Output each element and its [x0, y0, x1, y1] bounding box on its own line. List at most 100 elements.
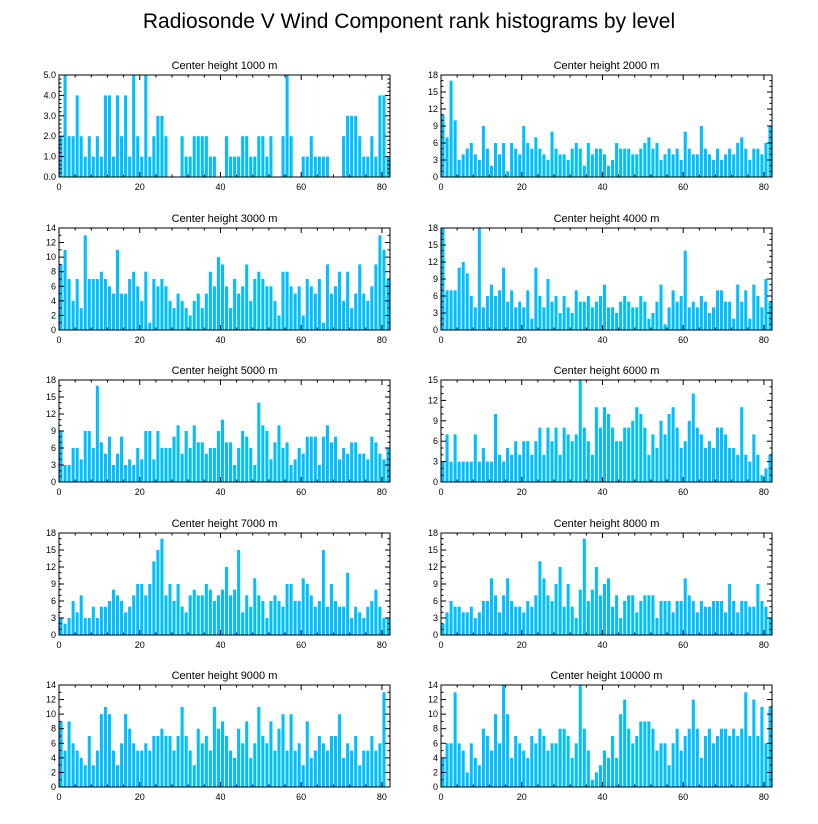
histogram-bar	[241, 136, 245, 177]
histogram-bar	[366, 300, 370, 330]
histogram-bar	[615, 313, 619, 330]
histogram-bar	[530, 148, 534, 177]
histogram-bar	[550, 743, 554, 787]
histogram-bar	[623, 601, 627, 635]
histogram-bar	[651, 148, 655, 177]
histogram-bar	[473, 307, 477, 330]
histogram-bar	[445, 137, 449, 177]
histogram-bar	[611, 307, 615, 330]
histogram-bar	[518, 154, 522, 177]
y-tick-label: 8	[51, 724, 56, 734]
x-tick-label: 0	[56, 335, 61, 345]
histogram-bar	[293, 750, 297, 787]
histogram-bar	[358, 765, 362, 787]
histogram-bar	[707, 606, 711, 635]
histogram-bar	[489, 284, 493, 330]
histogram-bar	[594, 407, 598, 482]
histogram-bar	[469, 296, 473, 330]
histogram-bar	[366, 606, 370, 635]
histogram-bar	[329, 442, 333, 482]
histogram-bar	[212, 448, 216, 482]
histogram-bar	[297, 601, 301, 635]
histogram-bar	[768, 126, 772, 177]
histogram-bar	[449, 601, 453, 635]
histogram-bar	[144, 743, 148, 787]
histogram-bar	[95, 136, 99, 177]
histogram-bar	[695, 728, 699, 787]
histogram-bar	[538, 427, 542, 482]
y-tick-label: 12	[46, 562, 56, 572]
histogram-bar	[265, 618, 269, 635]
histogram-bar	[233, 465, 237, 482]
histogram-bar	[518, 743, 522, 787]
histogram-bar	[651, 313, 655, 330]
histogram-bar	[566, 160, 570, 177]
y-tick-label: 3	[433, 155, 438, 165]
histogram-bar	[611, 606, 615, 635]
histogram-bar	[329, 584, 333, 635]
histogram-bar	[740, 137, 744, 177]
histogram-bar	[679, 296, 683, 330]
histogram-bar	[623, 699, 627, 787]
histogram-bar	[538, 561, 542, 635]
histogram-bar	[760, 706, 764, 787]
y-tick-label: 12	[46, 695, 56, 705]
histogram-bar	[71, 136, 75, 177]
histogram-bar	[241, 286, 245, 330]
histogram-bar	[220, 264, 224, 330]
histogram-panel: Center height 2000 m 0 20 40 60 80 0 3 6 9 12 15 18	[428, 60, 773, 192]
histogram-bar	[220, 589, 224, 635]
histogram-bar	[212, 286, 216, 330]
histogram-bar	[140, 750, 144, 787]
y-tick-label: 8	[433, 724, 438, 734]
histogram-bar	[578, 148, 582, 177]
y-tick-label: 0	[51, 325, 56, 335]
histogram-bar	[329, 736, 333, 787]
histogram-bar	[498, 454, 502, 482]
histogram-bar	[566, 307, 570, 330]
histogram-bar	[366, 156, 370, 177]
histogram-bar	[562, 606, 566, 635]
histogram-bar	[643, 301, 647, 330]
histogram-bar	[116, 595, 120, 635]
histogram-bar	[87, 136, 91, 177]
histogram-bar	[168, 300, 172, 330]
x-tick-label: 20	[135, 487, 145, 497]
y-tick-label: 4.0	[43, 90, 56, 100]
histogram-bar	[530, 318, 534, 330]
histogram-bar	[562, 154, 566, 177]
histogram-bar	[192, 136, 196, 177]
histogram-bar	[128, 459, 132, 482]
histogram-bar	[582, 165, 586, 177]
histogram-bar	[107, 95, 111, 177]
histogram-bar	[675, 301, 679, 330]
histogram-bar	[752, 434, 756, 482]
histogram-bar	[212, 156, 216, 177]
y-tick-label: 18	[46, 528, 56, 538]
y-tick-label: 4	[51, 753, 56, 763]
histogram-bar	[216, 595, 220, 635]
histogram-bar	[578, 301, 582, 330]
histogram-bar	[582, 728, 586, 787]
histogram-bar	[79, 757, 83, 787]
histogram-bar	[655, 750, 659, 787]
histogram-bar	[91, 279, 95, 330]
histogram-bar	[285, 75, 289, 177]
histogram-bar	[192, 765, 196, 787]
histogram-bar	[498, 290, 502, 330]
histogram-bar	[164, 595, 168, 635]
histogram-bar	[602, 750, 606, 787]
histogram-bar	[639, 148, 643, 177]
x-tick-label: 40	[597, 792, 607, 802]
histogram-bar	[578, 380, 582, 482]
histogram-bar	[534, 595, 538, 635]
histogram-bar	[152, 736, 156, 787]
histogram-bar	[204, 453, 208, 482]
histogram-bar	[550, 441, 554, 482]
histogram-bar	[615, 441, 619, 482]
y-tick-label: 0	[51, 477, 56, 487]
histogram-bar	[663, 434, 667, 482]
histogram-bar	[200, 136, 204, 177]
histogram-bar	[321, 743, 325, 787]
histogram-bar	[724, 728, 728, 787]
